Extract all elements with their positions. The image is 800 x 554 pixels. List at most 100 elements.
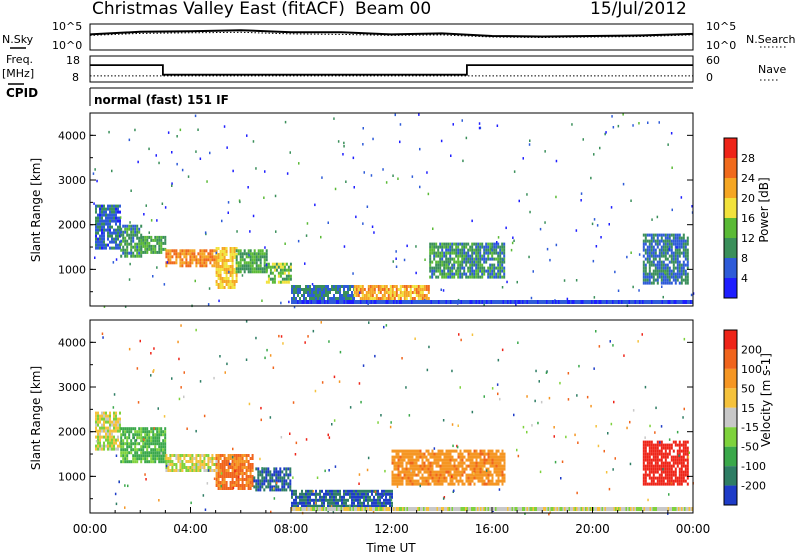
velocity-cell — [339, 498, 341, 502]
velocity-cell — [291, 489, 293, 493]
velocity-cell — [171, 466, 174, 469]
velocity-ground-cell — [538, 507, 540, 511]
velocity-cell — [164, 445, 167, 449]
power-ground-cell — [363, 300, 365, 304]
power-cell — [642, 263, 645, 267]
velocity-cell — [433, 452, 436, 456]
velocity-cell — [243, 478, 246, 481]
velocity-cell — [415, 479, 418, 483]
power-scatter-point — [610, 206, 613, 209]
power-scatter-point — [622, 182, 625, 186]
velocity-scatter-point — [358, 482, 360, 485]
power-cell — [415, 288, 418, 291]
velocity-cell — [275, 470, 278, 474]
power-cell — [403, 285, 406, 288]
velocity-scatter-point — [327, 433, 329, 437]
power-cell — [451, 266, 454, 270]
power-ground-cell — [586, 300, 588, 304]
velocity-cell — [231, 472, 234, 475]
velocity-cell — [249, 463, 252, 466]
power-cell — [97, 231, 99, 235]
power-ground-cell — [654, 300, 656, 304]
velocity-cell — [269, 482, 272, 486]
velocity-scatter-point — [224, 371, 226, 374]
power-ground-cell — [652, 300, 654, 304]
power-cell — [449, 266, 452, 270]
velocity-cell — [164, 457, 167, 461]
velocity-cell — [383, 501, 385, 505]
power-cell — [115, 222, 117, 226]
power-ground-cell — [388, 300, 390, 304]
power-cell — [175, 258, 178, 262]
velocity-ground-cell — [652, 507, 654, 511]
velocity-scatter-point — [213, 376, 215, 380]
velocity-cell — [138, 448, 141, 452]
power-cell — [323, 288, 325, 291]
power-cell — [189, 264, 192, 268]
power-cell — [99, 240, 101, 244]
power-ground-cell — [627, 300, 629, 304]
velocity-cell — [113, 444, 115, 448]
velocity-cell — [477, 476, 480, 480]
velocity-cell — [146, 457, 149, 461]
power-cell — [357, 294, 360, 297]
power-cell — [463, 272, 466, 276]
velocity-cell — [497, 455, 500, 459]
velocity-cell — [329, 501, 331, 505]
power-ground-cell — [471, 300, 473, 304]
power-ground-cell — [645, 300, 647, 304]
power-scatter-point — [617, 124, 620, 128]
velocity-cell — [483, 470, 486, 474]
velocity-cell — [203, 460, 206, 463]
velocity-cell — [467, 464, 470, 468]
velocity-cell — [485, 458, 488, 462]
power-cell — [662, 251, 665, 255]
velocity-cell — [357, 501, 359, 505]
velocity-cell — [654, 470, 657, 474]
power-cell — [668, 242, 671, 246]
velocity-scatter-point — [180, 324, 182, 327]
power-cell — [429, 260, 432, 264]
power-cell — [247, 264, 250, 268]
velocity-cell — [495, 461, 498, 465]
velocity-cell — [668, 443, 671, 447]
power-cell — [132, 230, 135, 234]
velocity-cell — [429, 467, 432, 471]
power-cell — [646, 278, 649, 282]
velocity-cell — [355, 498, 357, 502]
power-cell — [333, 288, 335, 291]
power-cell — [447, 257, 450, 261]
velocity-cell — [479, 467, 482, 471]
velocity-cell — [323, 495, 325, 499]
power-ground-cell — [423, 300, 425, 304]
power-cell — [457, 266, 460, 270]
velocity-cell — [195, 460, 198, 463]
velocity-cell — [211, 457, 214, 460]
velocity-scatter-point — [368, 321, 370, 324]
velocity-cell — [670, 446, 673, 450]
power-cell — [654, 266, 657, 270]
velocity-cell — [167, 457, 170, 460]
velocity-scatter-point — [382, 494, 384, 497]
power-scatter-point — [593, 296, 596, 299]
power-cell — [479, 275, 482, 279]
velocity-cell — [648, 464, 651, 468]
power-cell — [271, 280, 274, 284]
velocity-cell — [103, 417, 105, 421]
power-cell — [323, 297, 325, 300]
power-cell — [138, 239, 141, 243]
velocity-cell — [654, 443, 657, 447]
velocity-cell — [152, 439, 155, 443]
power-cell — [658, 272, 661, 276]
velocity-cell — [441, 461, 444, 465]
power-cell — [207, 258, 210, 262]
power-cell — [475, 272, 478, 276]
velocity-cell — [455, 464, 458, 468]
velocity-cell — [656, 443, 659, 447]
velocity-cell — [265, 476, 268, 480]
power-cell — [146, 250, 149, 254]
velocity-cell — [183, 454, 186, 457]
velocity-ground-cell — [300, 507, 302, 511]
power-cell — [235, 247, 238, 250]
power-cell — [465, 254, 468, 258]
